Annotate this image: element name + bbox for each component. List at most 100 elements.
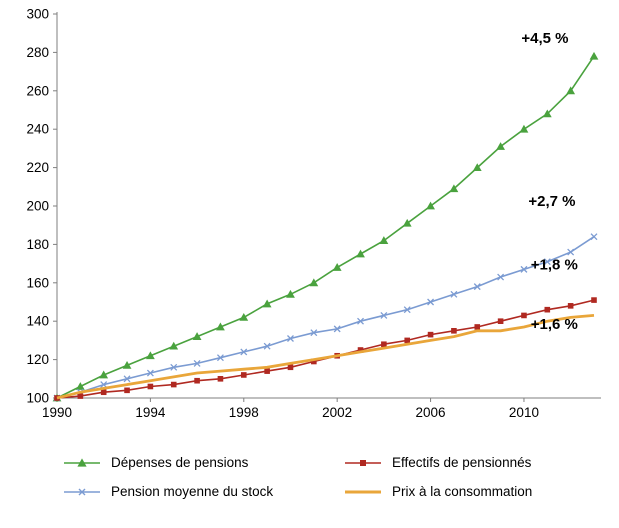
triangle-marker-icon bbox=[99, 370, 109, 379]
triangle-marker-icon bbox=[426, 201, 435, 210]
legend-item-depenses-de-pensions: Dépenses de pensions bbox=[62, 455, 343, 470]
x-marker-icon bbox=[567, 248, 575, 256]
x-marker-icon bbox=[497, 273, 505, 281]
series-markers-effectifs-de-pensionnes bbox=[54, 297, 597, 401]
triangle-marker-icon bbox=[169, 341, 179, 350]
y-tick-label: 100 bbox=[26, 391, 49, 406]
legend-item-effectifs-de-pensionnes: Effectifs de pensionnés bbox=[343, 455, 619, 470]
x-marker-icon bbox=[263, 342, 271, 350]
y-tick-label: 140 bbox=[26, 314, 49, 329]
x-marker-icon bbox=[170, 363, 178, 371]
annotation-effectifs-de-pensionnes: +1,8 % bbox=[531, 256, 578, 273]
square-marker-icon bbox=[311, 358, 317, 365]
legend-item-pension-moyenne-du-stock: Pension moyenne du stock bbox=[62, 484, 343, 499]
x-marker-icon bbox=[427, 298, 435, 306]
y-tick-label: 260 bbox=[26, 83, 49, 98]
chart-legend: Dépenses de pensions Effectifs de pension… bbox=[62, 455, 619, 499]
square-marker-icon bbox=[544, 306, 551, 313]
square-marker-icon bbox=[567, 303, 574, 309]
triangle-marker-icon bbox=[332, 263, 342, 271]
square-marker-icon bbox=[217, 376, 224, 382]
square-marker-icon bbox=[194, 377, 200, 384]
y-tick-label: 180 bbox=[26, 237, 49, 252]
x-marker-icon bbox=[216, 354, 224, 362]
y-tick-label: 220 bbox=[26, 160, 49, 175]
legend-marker-effectifs-de-pensionnes-icon bbox=[345, 459, 381, 466]
triangle-marker-icon bbox=[542, 109, 552, 118]
x-tick-label: 1998 bbox=[229, 405, 259, 420]
series-markers-depenses-de-pensions bbox=[52, 51, 599, 402]
y-tick-label: 200 bbox=[26, 199, 49, 214]
x-marker-icon bbox=[473, 283, 481, 291]
square-marker-icon bbox=[357, 347, 364, 353]
triangle-marker-icon bbox=[145, 351, 155, 360]
square-marker-icon bbox=[404, 337, 411, 344]
square-marker-icon bbox=[147, 383, 154, 390]
x-tick-label: 2002 bbox=[322, 405, 352, 420]
x-marker-icon bbox=[240, 348, 248, 356]
legend-label-prix-a-la-consommation: Prix à la consommation bbox=[392, 484, 533, 499]
x-marker-icon bbox=[450, 290, 458, 298]
triangle-marker-icon bbox=[449, 184, 459, 193]
square-marker-icon bbox=[100, 389, 107, 396]
x-tick-label: 1994 bbox=[135, 405, 166, 420]
square-marker-icon bbox=[381, 341, 387, 348]
x-marker-icon bbox=[380, 311, 388, 319]
annotation-pension-moyenne-du-stock: +2,7 % bbox=[528, 193, 575, 210]
legend-label-effectifs-de-pensionnes: Effectifs de pensionnés bbox=[392, 455, 532, 470]
square-marker-icon bbox=[591, 297, 597, 303]
x-marker-icon bbox=[333, 325, 341, 333]
square-marker-icon bbox=[240, 372, 247, 378]
square-marker-icon bbox=[497, 318, 504, 324]
square-marker-icon bbox=[264, 368, 270, 374]
legend-marker-pension-moyenne-du-stock-icon bbox=[64, 488, 100, 495]
x-marker-icon bbox=[146, 369, 154, 377]
x-tick-label: 1990 bbox=[42, 405, 72, 420]
square-marker-icon bbox=[124, 387, 130, 394]
square-marker-icon bbox=[474, 324, 481, 330]
y-tick-label: 280 bbox=[26, 45, 49, 60]
x-marker-icon bbox=[403, 306, 411, 314]
y-tick-label: 300 bbox=[26, 7, 49, 22]
x-marker-icon bbox=[287, 335, 294, 342]
annotation-prix-a-la-consommation: +1,6 % bbox=[531, 316, 578, 333]
y-tick-label: 120 bbox=[26, 352, 49, 367]
triangle-marker-icon bbox=[356, 249, 365, 258]
chart-svg: 100 120 140 160 180 200 220 240 260 280 300 1990 199… bbox=[26, 7, 601, 420]
square-marker-icon bbox=[77, 393, 84, 399]
legend-item-prix-a-la-consommation: Prix à la consommation bbox=[343, 484, 619, 499]
y-tick-label: 160 bbox=[26, 275, 49, 290]
legend-label-depenses-de-pensions: Dépenses de pensions bbox=[111, 455, 249, 470]
triangle-marker-icon bbox=[262, 299, 272, 308]
triangle-marker-icon bbox=[472, 163, 482, 171]
x-marker-icon bbox=[193, 359, 201, 367]
x-marker-icon bbox=[357, 317, 364, 325]
x-marker-icon bbox=[310, 329, 318, 337]
series-line-prix-a-la-consommation bbox=[56, 314, 595, 400]
triangle-marker-icon bbox=[216, 322, 225, 331]
triangle-marker-icon bbox=[519, 124, 529, 133]
x-marker-icon bbox=[590, 233, 598, 241]
triangle-marker-icon bbox=[192, 332, 202, 340]
triangle-marker-icon bbox=[566, 86, 576, 95]
series-line-depenses-de-pensions bbox=[56, 55, 595, 399]
x-tick-label: 2010 bbox=[509, 405, 539, 420]
triangle-marker-icon bbox=[75, 382, 85, 390]
triangle-marker-icon bbox=[589, 51, 599, 60]
x-marker-icon bbox=[100, 381, 108, 389]
triangle-marker-icon bbox=[496, 142, 506, 150]
triangle-marker-icon bbox=[379, 236, 389, 244]
square-marker-icon bbox=[451, 328, 457, 334]
triangle-marker-icon bbox=[286, 289, 295, 298]
triangle-marker-icon bbox=[122, 360, 132, 369]
legend-label-pension-moyenne-du-stock: Pension moyenne du stock bbox=[111, 484, 274, 499]
triangle-marker-icon bbox=[309, 278, 319, 287]
square-marker-icon bbox=[521, 312, 527, 319]
square-marker-icon bbox=[170, 381, 177, 388]
legend-marker-depenses-de-pensions-icon bbox=[64, 457, 100, 467]
y-tick-label: 240 bbox=[26, 122, 49, 137]
triangle-marker-icon bbox=[239, 312, 249, 321]
series-line-pension-moyenne-du-stock bbox=[56, 236, 595, 399]
square-marker-icon bbox=[427, 331, 434, 338]
